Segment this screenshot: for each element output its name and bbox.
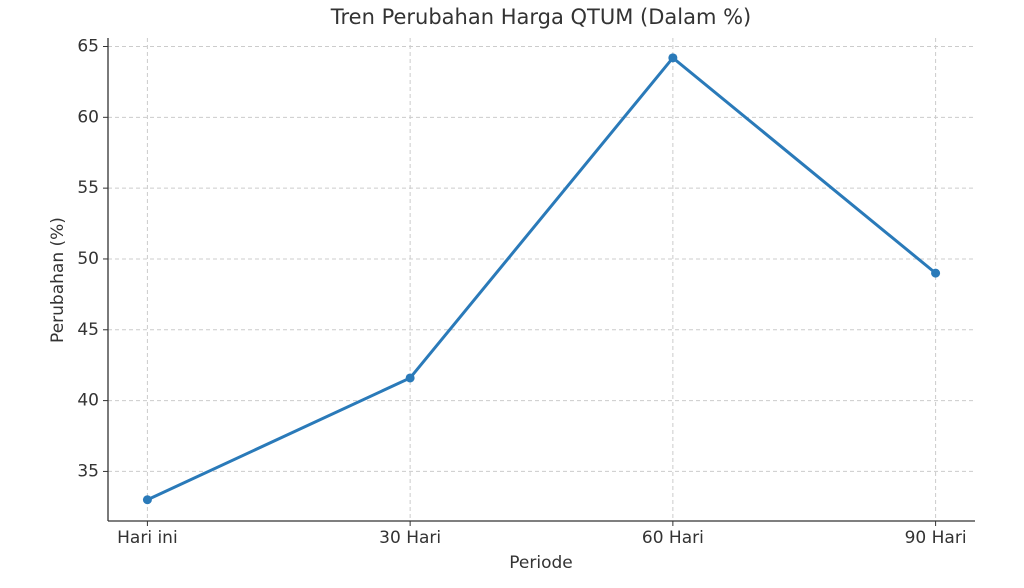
y-tick-label: 45 [77, 320, 99, 340]
point [405, 373, 415, 383]
x-tick-label: Hari ini [117, 528, 178, 548]
x-tick-label: 60 Hari [642, 528, 704, 548]
y-tick-label: 40 [77, 391, 99, 411]
point [931, 268, 941, 278]
line [146, 55, 937, 502]
y-tick-label: 60 [77, 107, 99, 127]
chart-title: Tren Perubahan Harga QTUM (Dalam %) [330, 5, 752, 29]
x-axis-label: Periode [509, 553, 572, 573]
point [142, 495, 152, 505]
y-tick-label: 50 [77, 249, 99, 269]
y-tick-label: 65 [77, 36, 99, 56]
y-tick-label: 55 [77, 178, 99, 198]
x-tick-label: 90 Hari [905, 528, 967, 548]
y-axis-label: Perubahan (%) [48, 217, 68, 343]
x-tick-label: 30 Hari [379, 528, 441, 548]
point [668, 53, 678, 63]
y-tick-label: 35 [77, 461, 99, 481]
